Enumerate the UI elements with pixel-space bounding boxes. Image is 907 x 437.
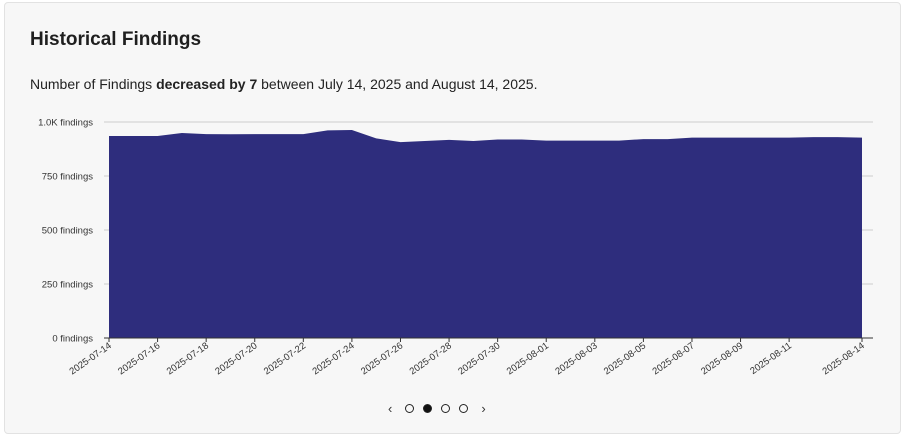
findings-summary: Number of Findings decreased by 7 betwee… (30, 76, 538, 92)
chevron-right-icon[interactable]: › (481, 401, 486, 416)
page-dot-1[interactable] (405, 404, 415, 413)
x-tick-label: 2025-07-30 (456, 340, 502, 377)
y-tick-label: 0 findings (52, 334, 93, 345)
x-tick-label: 2025-07-26 (359, 340, 405, 377)
x-tick-label: 2025-07-20 (213, 340, 259, 377)
x-tick-label: 2025-08-11 (748, 340, 794, 376)
page-dot-2[interactable] (423, 404, 433, 413)
carousel-pager: ‹ › (384, 401, 490, 416)
x-tick-label: 2025-07-18 (165, 340, 211, 377)
x-tick-label: 2025-08-05 (602, 340, 648, 377)
findings-area (109, 130, 862, 338)
chevron-left-icon[interactable]: ‹ (388, 401, 393, 416)
x-tick-label: 2025-07-16 (116, 340, 162, 377)
summary-change: decreased by 7 (156, 76, 258, 92)
x-tick-label: 2025-08-01 (505, 340, 551, 377)
x-tick-label: 2025-07-24 (310, 340, 356, 377)
y-tick-label: 750 findings (42, 172, 93, 183)
x-tick-label: 2025-08-14 (821, 340, 867, 377)
x-tick-label: 2025-08-09 (699, 340, 745, 377)
x-tick-label: 2025-08-07 (651, 340, 697, 377)
y-tick-label: 1.0K findings (38, 118, 93, 129)
x-tick-label: 2025-08-03 (553, 340, 599, 377)
card-title: Historical Findings (30, 29, 202, 50)
page-dot-3[interactable] (441, 404, 451, 413)
x-tick-label: 2025-07-28 (408, 340, 454, 377)
page-dot-4[interactable] (459, 404, 469, 413)
x-tick-label: 2025-07-14 (68, 340, 114, 377)
x-tick-label: 2025-07-22 (262, 340, 308, 377)
y-tick-label: 500 findings (42, 226, 93, 237)
y-tick-label: 250 findings (42, 280, 93, 291)
